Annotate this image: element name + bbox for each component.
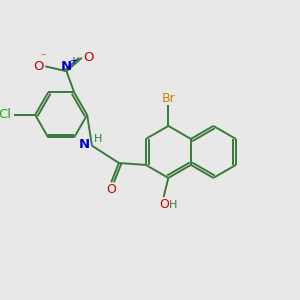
Text: O: O — [160, 198, 170, 212]
Text: N: N — [61, 60, 72, 73]
Text: Br: Br — [161, 92, 175, 104]
Text: ⁻: ⁻ — [40, 53, 46, 63]
Text: N: N — [79, 138, 90, 151]
Text: Cl: Cl — [0, 108, 11, 122]
Text: O: O — [106, 183, 116, 196]
Text: O: O — [83, 51, 94, 64]
Text: O: O — [33, 60, 44, 73]
Text: +: + — [69, 56, 77, 66]
Text: H: H — [94, 134, 102, 144]
Text: H: H — [169, 200, 177, 210]
